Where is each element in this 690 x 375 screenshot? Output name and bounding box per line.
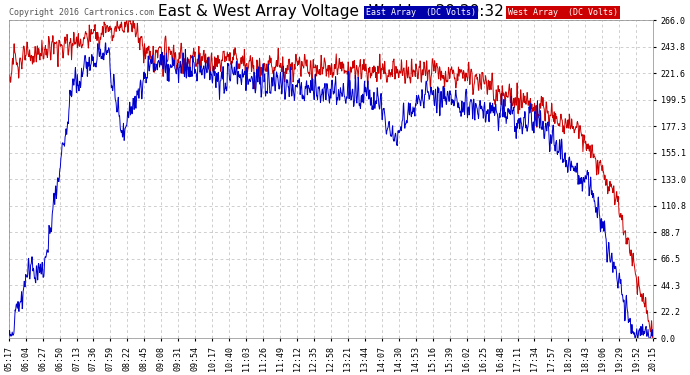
- Text: East Array  (DC Volts): East Array (DC Volts): [366, 8, 476, 17]
- Title: East & West Array Voltage  Wed Jun 29 20:32: East & West Array Voltage Wed Jun 29 20:…: [158, 4, 504, 19]
- Text: West Array  (DC Volts): West Array (DC Volts): [508, 8, 618, 17]
- Text: Copyright 2016 Cartronics.com: Copyright 2016 Cartronics.com: [9, 8, 154, 17]
